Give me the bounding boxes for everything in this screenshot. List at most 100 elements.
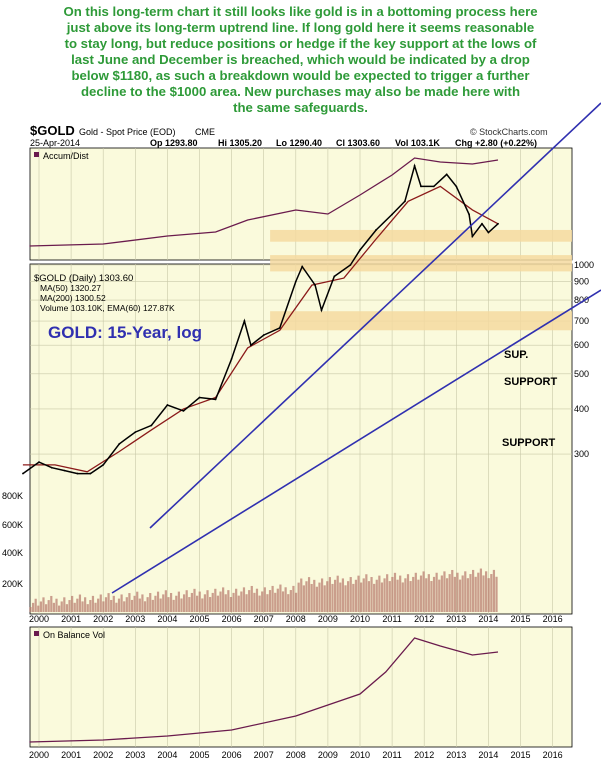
- volume-bar: [328, 577, 331, 612]
- volume-bar: [102, 601, 105, 612]
- volume-bar: [380, 582, 384, 612]
- volume-bar: [201, 598, 204, 612]
- volume-bar: [274, 592, 277, 612]
- x-tick-label: 2000: [29, 750, 49, 760]
- volume-bar: [169, 592, 173, 612]
- support-1000-label: SUPPORT: [504, 376, 557, 388]
- volume-bar: [151, 599, 154, 612]
- low-value: Lo 1290.40: [276, 138, 322, 148]
- volume-bar: [391, 576, 394, 612]
- obv-panel: [29, 626, 573, 748]
- volume-bar: [414, 572, 417, 612]
- volume-bar: [268, 590, 272, 612]
- close-value: Cl 1303.60: [336, 138, 380, 148]
- volume-bar: [307, 577, 311, 612]
- volume-bar: [354, 579, 358, 612]
- x-tick-label: 2014: [478, 614, 498, 624]
- volume-bar: [333, 579, 337, 612]
- volume-bar: [375, 579, 378, 612]
- x-tick-label: 2009: [318, 614, 338, 624]
- volume-bar: [443, 571, 446, 612]
- volume-bar: [159, 598, 162, 612]
- volume-bar: [63, 597, 66, 612]
- volume-bar: [110, 599, 113, 612]
- volume-bar: [279, 584, 282, 612]
- x-tick-label: 2011: [382, 614, 401, 624]
- price-point: [214, 398, 217, 401]
- accum-dist-line: [29, 157, 499, 247]
- volume-bar: [250, 585, 253, 612]
- volume-bar: [360, 582, 363, 612]
- x-tick-label: 2008: [286, 750, 306, 760]
- volume-bar: [182, 594, 186, 612]
- volume-bar: [136, 591, 139, 612]
- price-point: [63, 469, 66, 472]
- volume-bar: [71, 595, 74, 612]
- obv-line: [29, 637, 499, 743]
- volume-bar: [266, 594, 269, 612]
- volume-bar: [297, 582, 300, 612]
- price-point: [375, 229, 377, 231]
- price-point: [481, 222, 483, 225]
- volume-bar: [487, 578, 490, 612]
- volume-bar: [271, 585, 274, 612]
- price-point: [320, 309, 323, 312]
- volume-bar: [326, 581, 329, 612]
- volume-bar: [323, 585, 326, 612]
- volume-bar: [318, 582, 321, 612]
- volume-bar: [409, 581, 412, 612]
- price-point: [487, 231, 490, 234]
- x-tick-label: 2002: [93, 750, 113, 760]
- volume-bar: [52, 602, 56, 612]
- volume-bar: [47, 600, 50, 612]
- x-tick-label: 2009: [318, 750, 338, 760]
- x-tick-label: 2004: [157, 750, 177, 760]
- price-point: [182, 409, 185, 412]
- volume-bar: [76, 598, 79, 612]
- volume-bar: [425, 578, 428, 612]
- volume-bar: [224, 594, 227, 612]
- caption-line: the same safeguards.: [233, 100, 368, 115]
- volume-bar: [479, 568, 483, 612]
- volume-bar: [440, 575, 443, 612]
- change-value: Chg +2.80 (+0.22%): [455, 138, 537, 148]
- price-point: [455, 185, 458, 188]
- x-tick-label: 2007: [254, 614, 274, 624]
- volume-bar: [65, 604, 69, 612]
- volume-bar: [393, 572, 397, 612]
- y-tick-label: 800: [574, 295, 589, 305]
- volume-bar: [216, 595, 220, 612]
- volume-bar: [29, 607, 32, 612]
- upper-trendline: [149, 102, 601, 529]
- price-point: [420, 185, 422, 188]
- open-value: Op 1293.80: [150, 138, 198, 148]
- volume-bar: [196, 595, 199, 612]
- y-tick-label: 600: [574, 340, 589, 350]
- volume-bar: [58, 605, 61, 612]
- price-point: [445, 173, 448, 176]
- price-point: [413, 164, 416, 167]
- support-band: [270, 255, 572, 272]
- accum-dist-marker: [34, 152, 39, 157]
- volume-bar: [427, 574, 430, 612]
- volume-value: Vol 103.1K: [395, 138, 440, 148]
- volume-bar: [78, 594, 82, 612]
- high-value: Hi 1305.20: [218, 138, 262, 148]
- volume-bar: [347, 581, 350, 612]
- volume-bar: [68, 600, 71, 612]
- x-tick-label: 2016: [543, 750, 563, 760]
- price-point: [432, 185, 435, 188]
- volume-bar: [123, 601, 126, 612]
- volume-bar: [341, 578, 345, 612]
- volume-bar: [367, 581, 371, 612]
- price-point: [150, 424, 153, 427]
- support-bands: [270, 229, 572, 331]
- price-point: [349, 264, 352, 266]
- caption-line: just above its long-term uptrend line. I…: [66, 20, 535, 35]
- volume-bar: [422, 571, 425, 612]
- volume-bar: [344, 585, 347, 612]
- caption-line: last June and December is breached, whic…: [71, 52, 530, 67]
- volume-bar: [245, 594, 248, 612]
- caption-line: below $1180, as such a breakdown would b…: [71, 68, 530, 83]
- volume-bar: [315, 586, 318, 612]
